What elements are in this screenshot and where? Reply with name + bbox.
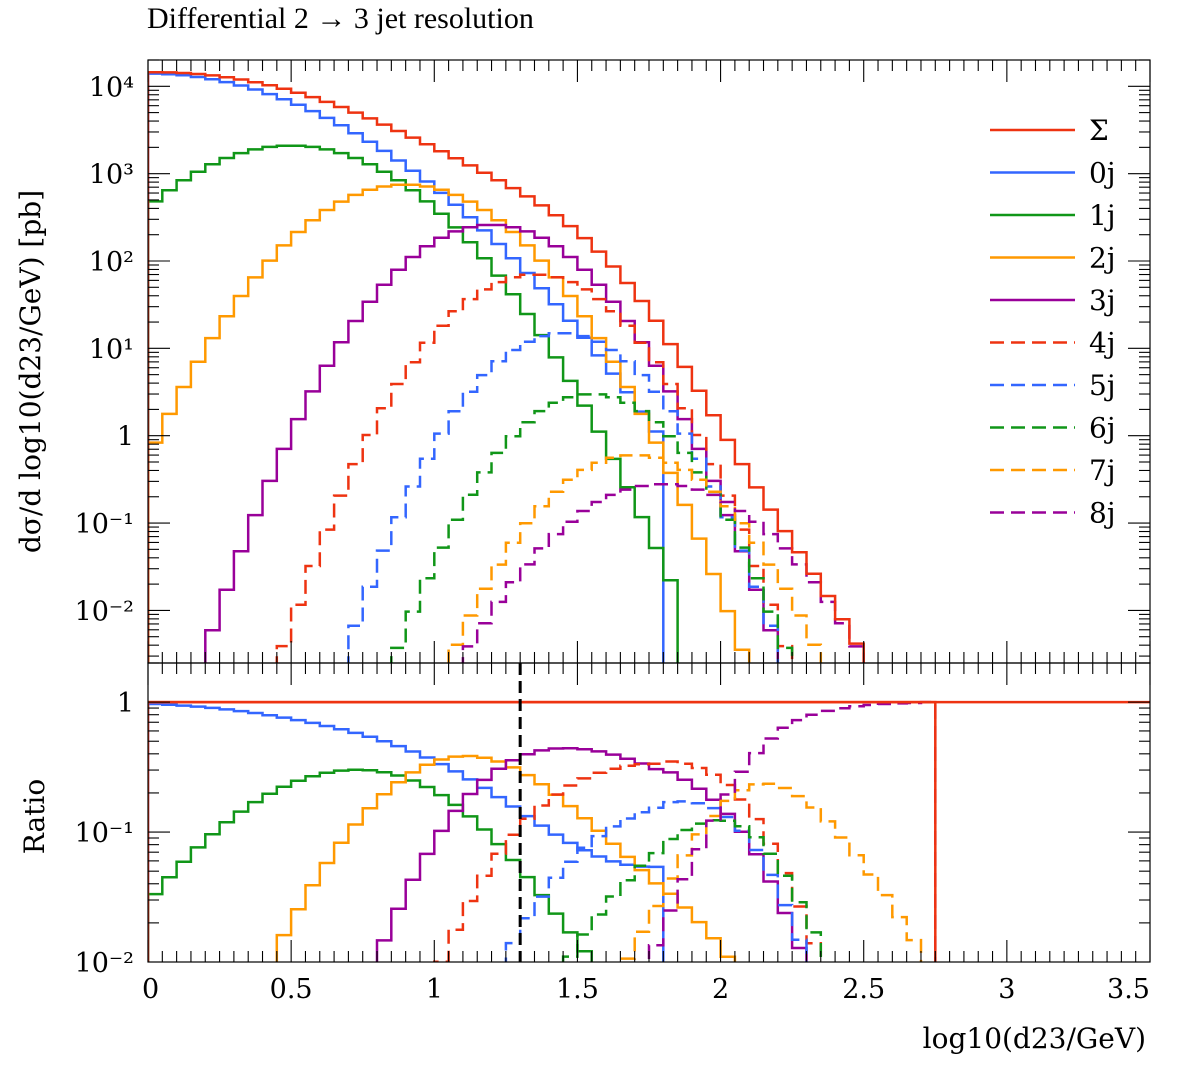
top-panel-series: [148, 71, 865, 663]
legend-label-8j: 8j: [1089, 497, 1116, 530]
x-tick-label: 0: [142, 974, 159, 1005]
plot-frames: [147, 59, 1151, 963]
x-tick-label: 3: [998, 974, 1015, 1005]
series-line-0j: [148, 72, 665, 663]
y-tick-label-top: 10⁻¹: [75, 509, 134, 540]
y-tick-label-bottom: 1: [117, 688, 134, 719]
y-tick-label-top: 10¹: [89, 334, 134, 365]
legend-label-0j: 0j: [1089, 157, 1116, 190]
y-tick-label-top: 10⁴: [89, 72, 134, 103]
y-tick-label-top: 10⁻²: [75, 596, 134, 627]
ratio-line-3j: [375, 746, 808, 962]
series-line-5j: [347, 332, 780, 663]
legend-label-5j: 5j: [1089, 369, 1116, 402]
legend: Σ 0j 1j 2j 3j 4j 5j 6j 7j 8j: [990, 114, 1116, 530]
series-line-1j: [148, 144, 679, 663]
ratio-line-8j: [647, 700, 937, 962]
ratio-line-7j: [619, 782, 923, 962]
y-tick-label-top: 10²: [89, 247, 134, 278]
legend-label-7j: 7j: [1089, 454, 1116, 487]
legend-label-sum: Σ: [1089, 114, 1109, 147]
legend-label-6j: 6j: [1089, 412, 1116, 445]
y-axis-label-top: dσ/d log10(d23/GeV) [pb]: [14, 190, 47, 553]
ratio-line-2j: [261, 754, 737, 962]
y-tick-label-top: 10³: [89, 160, 134, 191]
series-line-8j: [461, 482, 865, 663]
x-tick-label: 3.5: [1107, 974, 1150, 1005]
series-line-7j: [447, 454, 823, 663]
legend-label-4j: 4j: [1089, 327, 1116, 360]
legend-label-2j: 2j: [1089, 242, 1116, 275]
y-tick-label-bottom: 10⁻²: [75, 948, 134, 979]
x-tick-label: 1: [426, 974, 443, 1005]
x-tick-label: 2.5: [842, 974, 885, 1005]
series-line-4j: [275, 273, 794, 663]
y-tick-label-top: 1: [117, 422, 134, 453]
x-tick-label: 1.5: [556, 974, 599, 1005]
x-tick-label: 2: [712, 974, 729, 1005]
ratio-line-1j: [148, 768, 593, 962]
series-line-sum: [148, 71, 865, 663]
ratio-line-sum: [148, 700, 937, 962]
series-line-2j: [148, 183, 751, 663]
ratio-line-6j: [561, 818, 823, 962]
y-tick-label-bottom: 10⁻¹: [75, 818, 134, 849]
axis-ticks: 0 0.5 1 1.5 2 2.5 3 3.5 10⁴ 10³ 10² 10¹ 1 10⁻¹ 10⁻² 1 10…: [75, 59, 1151, 1005]
ratio-panel-series: [148, 700, 1150, 962]
x-axis-label: log10(d23/GeV): [923, 1022, 1146, 1055]
ratio-line-5j: [504, 800, 808, 962]
y-axis-label-bottom: Ratio: [18, 779, 51, 854]
x-tick-label: 0.5: [270, 974, 313, 1005]
chart-title: Differential 2 → 3 jet resolution: [147, 2, 534, 35]
plot-lines: [148, 71, 1150, 962]
legend-label-1j: 1j: [1089, 199, 1116, 232]
legend-label-3j: 3j: [1089, 284, 1116, 317]
series-line-6j: [390, 393, 794, 663]
